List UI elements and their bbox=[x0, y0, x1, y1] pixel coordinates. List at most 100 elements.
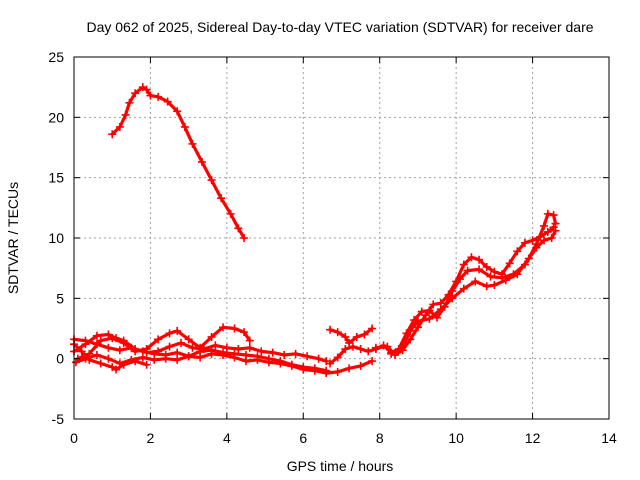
data-point bbox=[463, 266, 472, 275]
data-point bbox=[433, 313, 442, 322]
data-point bbox=[142, 348, 151, 357]
data-point bbox=[127, 355, 136, 364]
data-point bbox=[547, 234, 556, 242]
data-point bbox=[173, 107, 182, 116]
data-point bbox=[345, 338, 354, 347]
data-point bbox=[368, 324, 377, 333]
data-point bbox=[322, 369, 331, 378]
data-point bbox=[245, 336, 254, 345]
data-point bbox=[436, 305, 445, 314]
data-point bbox=[482, 262, 491, 271]
data-point bbox=[184, 352, 193, 361]
series-line bbox=[110, 85, 246, 240]
data-point bbox=[287, 361, 296, 370]
series-line bbox=[328, 229, 558, 366]
data-point bbox=[219, 351, 228, 360]
data-point bbox=[112, 365, 121, 374]
tick-label-layer: 0 2 4 6 8 10 12 14 -5 0 5 10 15 20 25 bbox=[48, 49, 617, 446]
data-point bbox=[104, 354, 113, 363]
data-point bbox=[532, 240, 541, 249]
data-point bbox=[551, 219, 560, 228]
data-point bbox=[371, 343, 380, 352]
data-point bbox=[448, 294, 457, 303]
data-point bbox=[467, 253, 476, 262]
data-point bbox=[207, 349, 216, 358]
data-point bbox=[165, 329, 174, 338]
data-point bbox=[104, 343, 113, 352]
data-point bbox=[125, 98, 134, 107]
data-point bbox=[138, 353, 147, 362]
data-point bbox=[549, 211, 558, 220]
grid-layer bbox=[74, 57, 609, 419]
data-point bbox=[177, 338, 185, 347]
data-point bbox=[240, 234, 249, 242]
data-point bbox=[142, 85, 151, 94]
data-point bbox=[112, 334, 121, 343]
data-point bbox=[173, 326, 182, 335]
series-arc-e bbox=[71, 349, 377, 378]
data-point bbox=[81, 340, 90, 349]
data-point bbox=[383, 342, 392, 351]
data-point bbox=[520, 238, 529, 247]
data-point bbox=[513, 247, 522, 256]
series-arc-high bbox=[108, 83, 249, 242]
data-point bbox=[459, 260, 468, 269]
data-point bbox=[341, 345, 350, 354]
x-tick-label: 12 bbox=[525, 430, 541, 446]
data-point bbox=[240, 328, 249, 337]
data-point bbox=[92, 351, 101, 360]
data-point bbox=[498, 270, 506, 279]
data-point bbox=[173, 355, 182, 364]
data-point bbox=[429, 300, 438, 309]
x-tick-label: 2 bbox=[147, 430, 155, 446]
data-point bbox=[71, 358, 80, 367]
y-tick-label: 0 bbox=[56, 351, 64, 367]
data-point bbox=[413, 317, 422, 326]
data-point bbox=[92, 331, 101, 340]
data-point bbox=[291, 349, 300, 358]
data-point bbox=[490, 281, 499, 290]
data-point bbox=[444, 290, 453, 299]
y-tick-label: 20 bbox=[48, 109, 64, 125]
data-point bbox=[131, 345, 140, 354]
data-point bbox=[188, 343, 197, 352]
data-point bbox=[115, 346, 124, 355]
series-arc-h bbox=[371, 223, 558, 360]
x-axis-label: GPS time / hours bbox=[287, 458, 394, 474]
data-point bbox=[188, 139, 197, 148]
data-point bbox=[199, 345, 208, 354]
y-tick-label: 5 bbox=[56, 290, 64, 306]
data-point bbox=[96, 359, 105, 368]
data-point bbox=[268, 348, 277, 357]
data-point bbox=[121, 110, 130, 119]
data-point bbox=[196, 353, 205, 362]
data-point bbox=[326, 359, 335, 368]
data-point bbox=[333, 367, 342, 376]
data-point bbox=[333, 328, 342, 337]
data-point bbox=[245, 343, 254, 352]
tick-layer bbox=[73, 56, 610, 420]
data-point bbox=[425, 314, 434, 323]
data-point bbox=[486, 272, 495, 281]
data-point bbox=[333, 353, 342, 362]
data-point bbox=[154, 347, 163, 356]
data-point bbox=[543, 209, 552, 218]
chart-title: Day 062 of 2025, Sidereal Day-to-day VTE… bbox=[86, 19, 593, 35]
data-point bbox=[96, 336, 105, 345]
data-point bbox=[198, 157, 207, 166]
data-point bbox=[222, 343, 231, 352]
series-line bbox=[374, 225, 556, 357]
series-arc-f bbox=[326, 324, 377, 347]
data-point bbox=[352, 332, 361, 341]
data-point bbox=[326, 325, 335, 334]
data-point bbox=[241, 357, 250, 366]
series-arc-g bbox=[326, 226, 560, 368]
data-point bbox=[475, 255, 484, 264]
data-point bbox=[348, 342, 357, 351]
y-tick-label: 15 bbox=[48, 170, 64, 186]
data-point bbox=[406, 326, 415, 335]
data-point bbox=[387, 349, 396, 358]
data-point bbox=[540, 221, 549, 230]
data-point bbox=[524, 254, 533, 263]
data-point bbox=[264, 358, 273, 367]
